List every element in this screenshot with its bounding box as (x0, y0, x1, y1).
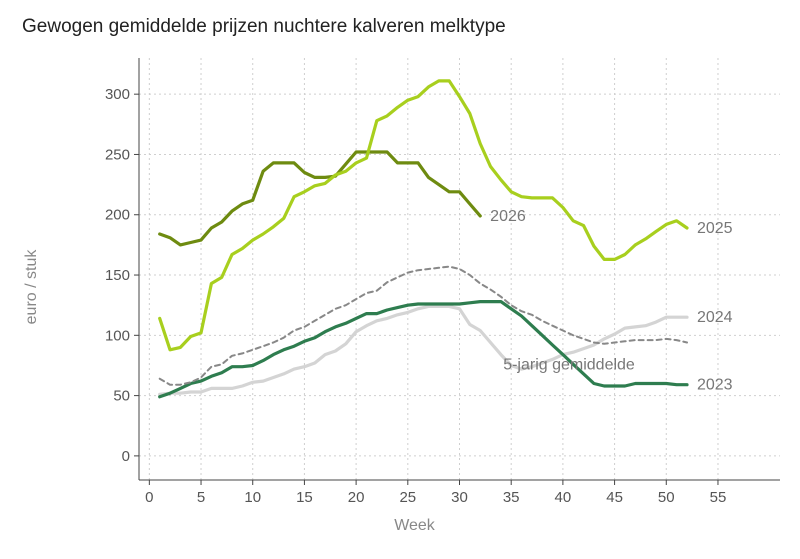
tick-labels: 0 5 10 15 20 25 30 35 40 45 50 55 0 50 100 150 200 250 300 (105, 86, 726, 506)
series-label-5-jarig-gemiddelde: 5-jarig gemiddelde (503, 356, 635, 373)
y-tick-label: 200 (105, 207, 130, 224)
series-labels: 2026 2025 2024 2023 5-jarig gemiddelde (490, 208, 732, 394)
y-tick-label: 50 (113, 388, 130, 405)
x-tick-label: 0 (145, 489, 153, 506)
series-line-2024 (158, 304, 689, 396)
series-lines (158, 79, 689, 399)
series-line-2026 (158, 150, 482, 247)
chart-title: Gewogen gemiddelde prijzen nuchtere kalv… (22, 16, 506, 37)
axes (134, 58, 780, 485)
gridlines (139, 58, 780, 480)
y-tick-label: 150 (105, 267, 130, 284)
series-line-5-jarig-gemiddelde (158, 265, 688, 386)
x-tick-label: 40 (555, 489, 572, 506)
x-tick-label: 55 (710, 489, 727, 506)
y-tick-label: 100 (105, 327, 130, 344)
x-tick-label: 35 (503, 489, 520, 506)
series-label-2026: 2026 (490, 208, 526, 225)
x-tick-label: 25 (399, 489, 416, 506)
x-tick-label: 30 (451, 489, 468, 506)
x-tick-label: 15 (296, 489, 313, 506)
series-label-2024: 2024 (697, 309, 733, 326)
y-axis-label: euro / stuk (23, 249, 40, 325)
series-label-2023: 2023 (697, 377, 733, 394)
series-line-2023 (158, 300, 689, 399)
y-tick-label: 250 (105, 146, 130, 163)
series-line-2025 (158, 79, 689, 352)
x-tick-label: 50 (658, 489, 675, 506)
series-label-2025: 2025 (697, 220, 733, 237)
y-tick-label: 300 (105, 86, 130, 103)
x-tick-label: 10 (244, 489, 261, 506)
x-tick-label: 5 (197, 489, 205, 506)
x-tick-label: 20 (348, 489, 365, 506)
x-axis-label: Week (394, 517, 436, 534)
x-tick-label: 45 (606, 489, 623, 506)
y-tick-label: 0 (122, 448, 130, 465)
